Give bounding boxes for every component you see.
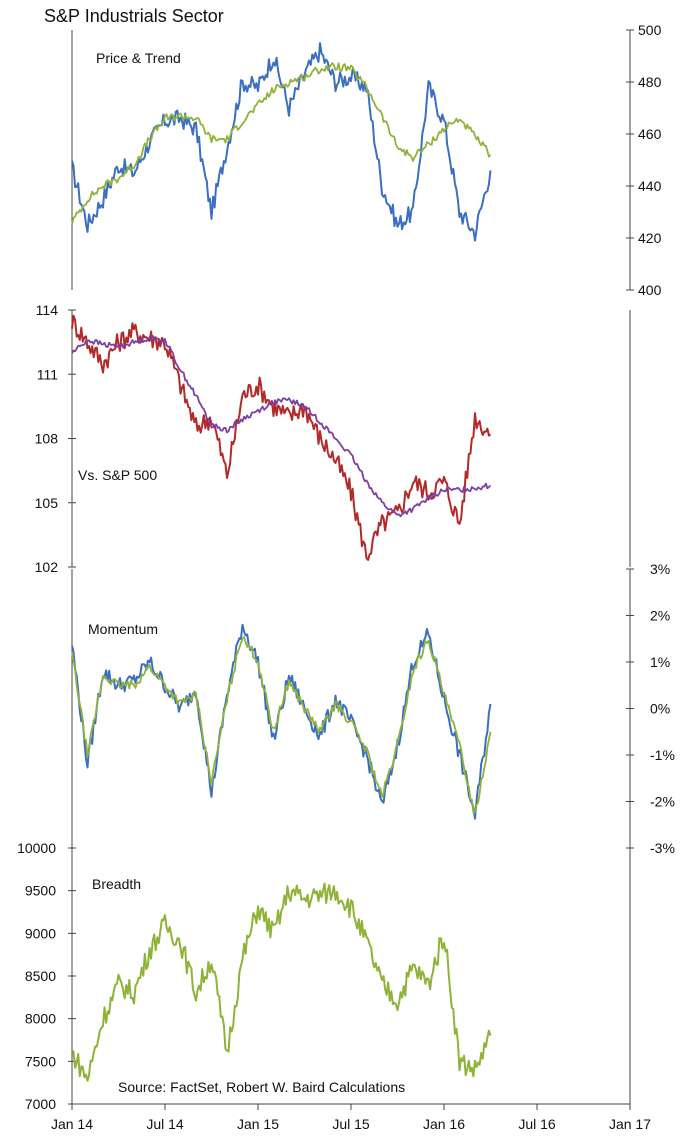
momentum-series-1-line <box>71 623 492 820</box>
panel-breadth: 7000 7500 8000 8500 9000 9500 10000 Breadth <box>17 840 631 1112</box>
y-tick-label: 2% <box>650 608 670 624</box>
x-axis: Jan 14 Jul 14 Jan 15 Jul 15 Jan 16 Jul 16 Jan … <box>51 1103 651 1132</box>
y-tick-label: -2% <box>650 794 675 810</box>
y-tick-label: 1% <box>650 654 670 670</box>
y-tick-label: 111 <box>37 366 58 382</box>
y-tick-label: 3% <box>650 561 670 577</box>
y-tick-label: -3% <box>650 840 675 856</box>
relative-label: Vs. S&P 500 <box>78 467 157 483</box>
x-tick-label: Jul 14 <box>146 1116 184 1132</box>
relative-series-1-line <box>71 314 492 561</box>
y-tick-label: 480 <box>638 74 662 90</box>
price-trend-label: Price & Trend <box>96 50 181 66</box>
y-tick-label: 440 <box>638 178 662 194</box>
momentum-series-2-line <box>71 636 492 814</box>
x-tick-label: Jan 16 <box>423 1116 465 1132</box>
y-tick-label: 8500 <box>25 968 56 984</box>
price-trend-series-1-line <box>71 42 492 242</box>
y-tick-label: 460 <box>638 126 662 142</box>
price-trend-series-2-line <box>71 62 492 226</box>
momentum-label: Momentum <box>88 621 158 637</box>
y-tick-label: 105 <box>35 495 59 511</box>
y-tick-label: 7500 <box>25 1053 56 1069</box>
panel-price-trend: 400 420 440 460 480 500 Price & Trend <box>71 22 662 298</box>
y-tick-label: 400 <box>638 282 662 298</box>
y-tick-label: 108 <box>35 431 59 447</box>
relative-series-2-line <box>71 334 492 518</box>
x-tick-label: Jan 15 <box>237 1116 279 1132</box>
y-tick-label: 7000 <box>25 1096 56 1112</box>
source-note: Source: FactSet, Robert W. Baird Calcula… <box>118 1079 405 1095</box>
x-tick-label: Jul 16 <box>518 1116 556 1132</box>
x-tick-label: Jan 17 <box>609 1116 651 1132</box>
y-tick-label: 500 <box>638 22 662 38</box>
x-tick-label: Jul 15 <box>332 1116 370 1132</box>
panel-relative: 102 105 108 111 114 Vs. S&P 500 <box>35 302 631 575</box>
breadth-series-1-line <box>71 882 492 1082</box>
y-tick-label: 0% <box>650 701 670 717</box>
panel-momentum: -3% -2% -1% 0% 1% 2% 3% Momentum <box>71 561 675 856</box>
y-tick-label: 102 <box>35 559 59 575</box>
y-tick-label: 9500 <box>25 883 56 899</box>
chart-title: S&P Industrials Sector <box>44 6 224 26</box>
y-tick-label: -1% <box>650 747 675 763</box>
y-tick-label: 420 <box>638 230 662 246</box>
y-tick-label: 8000 <box>25 1011 56 1027</box>
y-tick-label: 9000 <box>25 925 56 941</box>
x-tick-label: Jan 14 <box>51 1116 93 1132</box>
breadth-label: Breadth <box>92 876 141 892</box>
y-tick-label: 114 <box>36 302 59 318</box>
y-tick-label: 10000 <box>17 840 56 856</box>
